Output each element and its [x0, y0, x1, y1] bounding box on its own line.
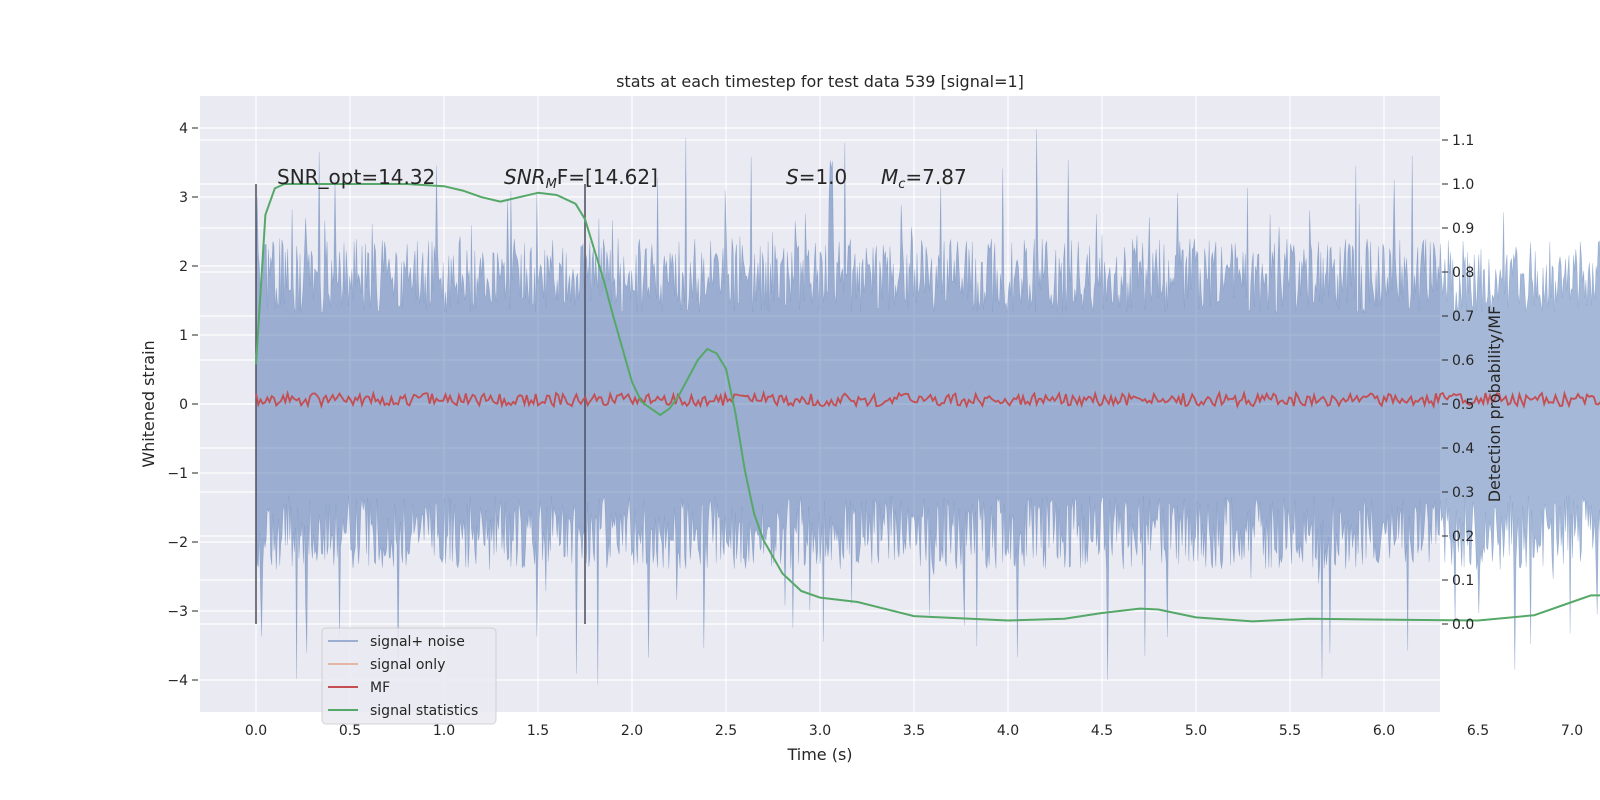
y2-tick-label: 0.8 — [1452, 265, 1474, 281]
y-tick-label: −2 — [167, 535, 188, 551]
x-tick-label: 3.5 — [903, 723, 925, 739]
x-axis-title: Time (s) — [786, 745, 852, 764]
x-tick-label: 2.0 — [621, 723, 643, 739]
legend-label-mf: MF — [370, 680, 390, 696]
x-tick-label: 4.5 — [1091, 723, 1113, 739]
tick-labels: 0.0 0.5 1.0 1.5 2.0 2.5 3.0 3.5 4.0 4.5 5.0 5.5 6.0 6… — [167, 121, 1583, 739]
x-tick-label: 3.0 — [809, 723, 831, 739]
x-tick-label: 6.0 — [1373, 723, 1395, 739]
legend: signal+ noise signal only MF signal stat… — [321, 627, 497, 725]
x-tick-label: 5.0 — [1185, 723, 1207, 739]
y-tick-label: 2 — [179, 259, 188, 275]
y2-axis-title: Detection probability/MF — [1485, 306, 1504, 503]
x-tick-label: 7.0 — [1561, 723, 1583, 739]
annotation-s-symbol: S — [786, 165, 799, 189]
series-mf — [255, 389, 1600, 410]
legend-label-signal-noise: signal+ noise — [370, 634, 465, 650]
annotation-s: S=1.0 — [786, 165, 847, 189]
y2-tick-label: 1.1 — [1452, 133, 1474, 149]
y2-tick-label: 1.0 — [1452, 177, 1474, 193]
annotation-snr-mf-value: F=[14.62] — [557, 165, 658, 189]
legend-label-signal-only: signal only — [370, 657, 445, 673]
legend-label-signal-statistics: signal statistics — [370, 703, 478, 719]
annotation-mc: Mc=7.87 — [881, 165, 967, 192]
annotation-snr-mf-subscript: M — [546, 177, 557, 192]
y2-tick-label: 0.6 — [1452, 353, 1474, 369]
annotation-snr-opt: SNR_opt=14.32 — [277, 165, 435, 189]
y2-tick-label: 0.7 — [1452, 309, 1474, 325]
series-signal-noise — [255, 129, 1600, 685]
x-tick-label: 6.5 — [1467, 723, 1489, 739]
signal-statistics-line — [255, 183, 1600, 623]
series-signal-statistics — [255, 183, 1600, 623]
legend-box — [321, 627, 497, 725]
annotation-mc-value: =7.87 — [905, 165, 966, 189]
vertical-markers — [255, 184, 586, 624]
annotation-snr-mf: SNRMF=[14.62] — [504, 165, 658, 192]
y2-tick-label: 0.5 — [1452, 397, 1474, 413]
x-tick-label: 2.5 — [715, 723, 737, 739]
mf-line — [255, 389, 1600, 410]
y-tick-label: 3 — [179, 190, 188, 206]
annotation-snr-mf-symbol: SNR — [504, 165, 546, 189]
annotation-s-value: =1.0 — [799, 165, 848, 189]
y-tick-label: −1 — [167, 466, 188, 482]
y-axis-title: Whitened strain — [139, 340, 158, 467]
y-tick-label: 0 — [179, 397, 188, 413]
y-tick-label: −3 — [167, 604, 188, 620]
x-tick-label: 0.0 — [245, 723, 267, 739]
annotation-mc-subscript: c — [898, 177, 905, 192]
y2-tick-label: 0.2 — [1452, 529, 1474, 545]
y-tick-label: 4 — [179, 121, 188, 137]
x-tick-label: 5.5 — [1279, 723, 1301, 739]
y-tick-label: 1 — [179, 328, 188, 344]
x-tick-label: 1.0 — [433, 723, 455, 739]
y2-tick-label: 0.4 — [1452, 441, 1474, 457]
y2-tick-label: 0.3 — [1452, 485, 1474, 501]
x-tick-label: 1.5 — [527, 723, 549, 739]
y2-tick-label: 0.1 — [1452, 573, 1474, 589]
chart-title: stats at each timestep for test data 539… — [616, 72, 1024, 91]
y2-tick-label: 0.0 — [1452, 617, 1474, 633]
x-tick-label: 0.5 — [339, 723, 361, 739]
x-tick-label: 4.0 — [997, 723, 1019, 739]
y2-tick-label: 0.9 — [1452, 221, 1474, 237]
noise-area — [255, 129, 1600, 685]
y-tick-label: −4 — [167, 673, 188, 689]
annotation-mc-symbol: M — [881, 165, 898, 189]
